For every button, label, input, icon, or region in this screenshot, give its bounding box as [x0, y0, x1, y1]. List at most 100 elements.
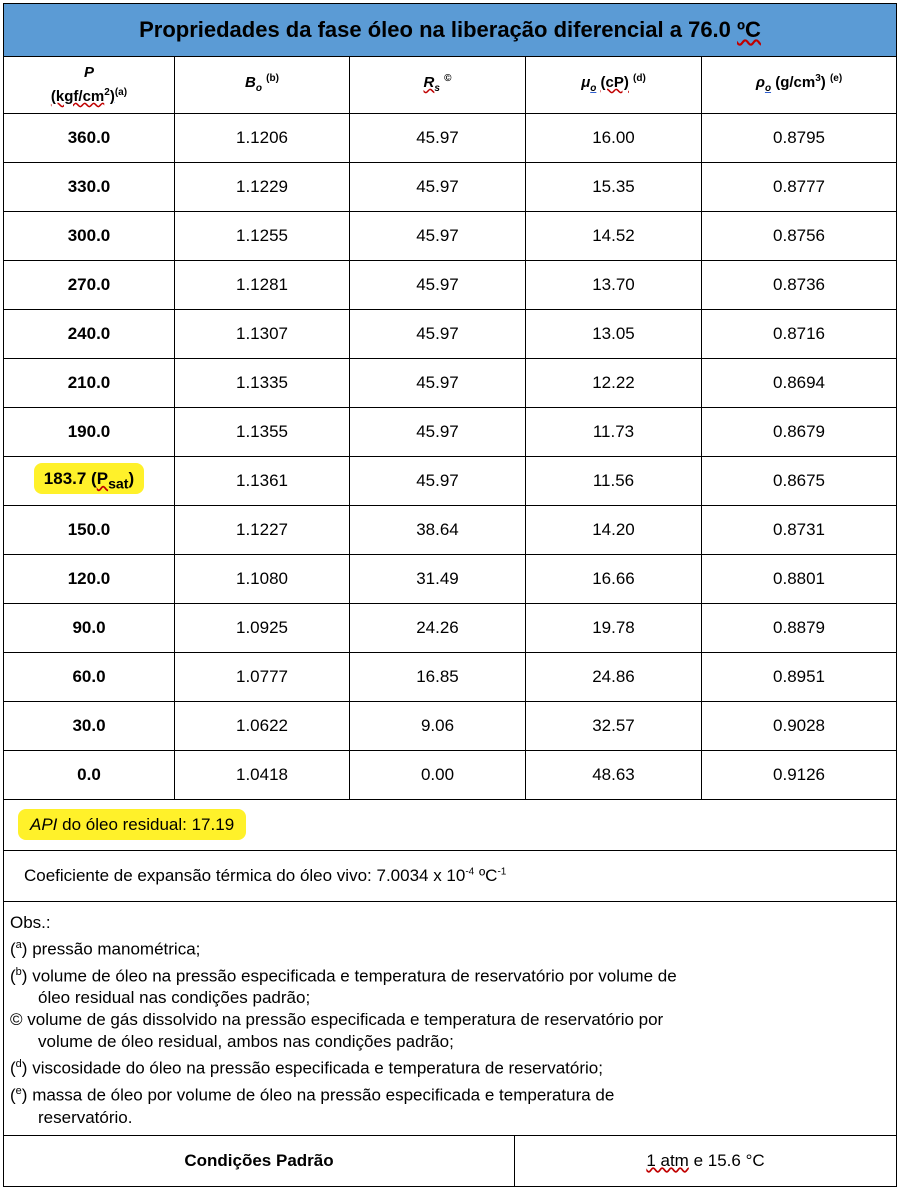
- table-row: 270.0 1.1281 45.97 13.70 0.8736: [3, 260, 898, 310]
- saturation-value: 183.7 (: [43, 469, 97, 489]
- header-rho: ρo (g/cm3) (e): [700, 56, 898, 114]
- cell-rho: 0.8777: [700, 162, 898, 212]
- cell-rho: 0.8795: [700, 113, 898, 163]
- title-text: Propriedades da fase óleo na liberação d…: [139, 17, 738, 42]
- api-value: do óleo residual: 17.19: [57, 815, 235, 834]
- rho-unit-exp: 3: [815, 73, 821, 84]
- cell-mu: 14.20: [525, 505, 702, 555]
- cell-bo: 1.1355: [174, 407, 350, 457]
- conditions-atm: 1 atm: [646, 1150, 689, 1170]
- cell-pressure: 300.0: [3, 211, 175, 261]
- cell-mu: 48.63: [525, 750, 702, 800]
- header-pressure: P (kgf/cm2)(a): [3, 56, 175, 114]
- table-row: 210.0 1.1335 45.97 12.22 0.8694: [3, 358, 898, 408]
- pressure-symbol: P: [83, 64, 94, 81]
- obs-a-mark: a: [15, 939, 22, 951]
- cell-bo: 1.0622: [174, 701, 350, 751]
- cell-rs: 45.97: [349, 309, 526, 359]
- table-row: 120.0 1.1080 31.49 16.66 0.8801: [3, 554, 898, 604]
- cell-bo: 1.1307: [174, 309, 350, 359]
- rs-note: ©: [444, 73, 452, 84]
- obs-d-mark: d: [15, 1058, 22, 1071]
- conditions-table: Condições Padrão 1 atm e 15.6 °C: [3, 1134, 897, 1187]
- cell-mu: 16.66: [525, 554, 702, 604]
- table-row: 330.0 1.1229 45.97 15.35 0.8777: [3, 162, 898, 212]
- obs-c-cont: volume de óleo residual, ambos nas condi…: [38, 1032, 454, 1052]
- cell-rho: 0.8736: [700, 260, 898, 310]
- cell-mu: 11.73: [525, 407, 702, 457]
- cell-rho: 0.8801: [700, 554, 898, 604]
- mu-unit: (cP): [600, 74, 629, 91]
- bo-note: (b): [266, 73, 279, 84]
- coef-unit: ºC: [474, 866, 498, 885]
- api-highlight: API do óleo residual: 17.19: [18, 809, 247, 840]
- table-title: Propriedades da fase óleo na liberação d…: [2, 3, 898, 57]
- cell-rs: 38.64: [349, 505, 526, 555]
- cell-rho: 0.8694: [700, 358, 898, 408]
- cell-mu: 19.78: [525, 603, 702, 653]
- cell-mu: 16.00: [525, 113, 702, 163]
- table-row: 360.0 1.1206 45.97 16.00 0.8795: [3, 113, 898, 163]
- saturation-close: ): [128, 469, 135, 489]
- cell-rho: 0.9028: [700, 701, 898, 751]
- cell-mu: 13.70: [525, 260, 702, 310]
- header-rs: Rs ©: [349, 56, 526, 114]
- rho-unit-close: ): [820, 74, 826, 91]
- cell-rho: 0.8716: [700, 309, 898, 359]
- cell-bo: 1.1361: [174, 456, 350, 506]
- cell-mu: 15.35: [525, 162, 702, 212]
- cell-bo: 1.1229: [174, 162, 350, 212]
- cell-rs: 45.97: [349, 358, 526, 408]
- table-row: 30.0 1.0622 9.06 32.57 0.9028: [3, 701, 898, 751]
- rho-unit: (g/cm: [775, 74, 816, 91]
- pressure-unit-close: ): [109, 88, 115, 105]
- table-row: 240.0 1.1307 45.97 13.05 0.8716: [3, 309, 898, 359]
- obs-e-cont: reservatório.: [38, 1107, 133, 1127]
- table-row: 0.0 1.0418 0.00 48.63 0.9126: [3, 750, 898, 800]
- cell-bo: 1.1206: [174, 113, 350, 163]
- cell-pressure: 0.0: [3, 750, 175, 800]
- cell-rs: 9.06: [349, 701, 526, 751]
- rho-symbol: ρ: [755, 74, 765, 91]
- mu-sub: o: [590, 83, 597, 94]
- mu-symbol: μ: [581, 74, 591, 91]
- cell-rho: 0.8675: [700, 456, 898, 506]
- cell-rs: 45.97: [349, 113, 526, 163]
- obs-c: © volume de gás dissolvido na pressão es…: [10, 1010, 664, 1030]
- table-row: 90.0 1.0925 24.26 19.78 0.8879: [3, 603, 898, 653]
- cell-mu: 14.52: [525, 211, 702, 261]
- coef-unit-exp: -1: [497, 866, 507, 878]
- observations-cell: Obs.: (a) pressão manométrica; (b) volum…: [2, 901, 898, 1136]
- table-row: 300.0 1.1255 45.97 14.52 0.8756: [3, 211, 898, 261]
- obs-b-cont: óleo residual nas condições padrão;: [38, 988, 311, 1008]
- cell-pressure: 270.0: [3, 260, 175, 310]
- cell-bo: 1.1227: [174, 505, 350, 555]
- saturation-sub: sat: [108, 476, 129, 493]
- rs-sub: s: [434, 83, 440, 94]
- pressure-note: (a): [114, 87, 128, 98]
- properties-table-container: Propriedades da fase óleo na liberação d…: [2, 3, 898, 1187]
- cell-rs: 31.49: [349, 554, 526, 604]
- cell-pressure: 90.0: [3, 603, 175, 653]
- table-row: 190.0 1.1355 45.97 11.73 0.8679: [3, 407, 898, 457]
- obs-b-mark: b: [15, 965, 22, 978]
- cell-rs: 24.26: [349, 603, 526, 653]
- cell-mu: 11.56: [525, 456, 702, 506]
- cell-bo: 1.1335: [174, 358, 350, 408]
- cell-rs: 45.97: [349, 162, 526, 212]
- cell-pressure: 240.0: [3, 309, 175, 359]
- pressure-unit-exp: 2: [104, 87, 110, 98]
- mu-note: (d): [633, 73, 646, 84]
- api-row: API do óleo residual: 17.19: [2, 799, 898, 851]
- obs-e-mark: e: [15, 1084, 22, 1097]
- properties-table: Propriedades da fase óleo na liberação d…: [2, 3, 898, 1136]
- rho-note: (e): [829, 73, 843, 84]
- header-mu: μo (cP) (d): [525, 56, 702, 114]
- conditions-label: Condições Padrão: [3, 1134, 515, 1187]
- table-row: 150.0 1.1227 38.64 14.20 0.8731: [3, 505, 898, 555]
- header-bo: Bo (b): [174, 56, 350, 114]
- cell-bo: 1.0925: [174, 603, 350, 653]
- cell-rho: 0.8679: [700, 407, 898, 457]
- cell-pressure: 330.0: [3, 162, 175, 212]
- cell-mu: 32.57: [525, 701, 702, 751]
